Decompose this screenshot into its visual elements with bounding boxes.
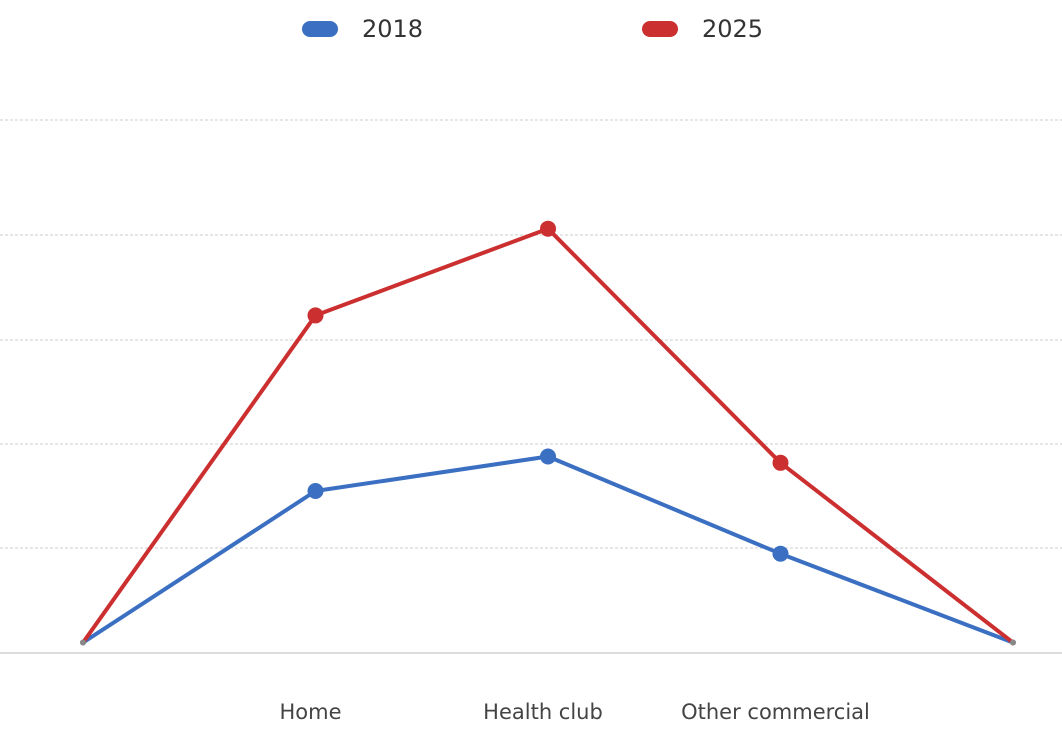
data-point-2018-1[interactable] <box>307 483 324 500</box>
data-point-2025-1[interactable] <box>307 307 324 324</box>
legend-item-2018[interactable]: 2018 <box>302 15 423 43</box>
legend-item-2025[interactable]: 2025 <box>642 15 763 43</box>
x-tick-label: Health club <box>483 700 603 724</box>
x-axis-ticks: Home Health club Other commercial <box>279 700 869 724</box>
legend-swatch-2018 <box>302 21 338 37</box>
x-tick-label: Home <box>279 700 341 724</box>
series-2018 <box>80 448 1016 646</box>
data-point-2025-3[interactable] <box>772 454 789 471</box>
data-point-2025-0[interactable] <box>80 639 86 646</box>
legend: 2018 2025 <box>302 15 763 43</box>
data-point-2025-4[interactable] <box>1010 639 1016 646</box>
legend-label-2018: 2018 <box>362 15 423 43</box>
series-layer <box>80 220 1016 646</box>
series-2025 <box>80 220 1016 646</box>
series-line-2018 <box>81 454 1015 645</box>
data-point-2025-2[interactable] <box>540 220 556 237</box>
legend-label-2025: 2025 <box>702 15 763 43</box>
data-point-2018-2[interactable] <box>540 448 556 465</box>
x-tick-label: Other commercial <box>681 700 870 724</box>
data-point-2018-3[interactable] <box>772 545 789 562</box>
gridlines <box>0 119 1062 654</box>
series-line-2025 <box>81 226 1015 645</box>
legend-swatch-2025 <box>642 21 678 37</box>
